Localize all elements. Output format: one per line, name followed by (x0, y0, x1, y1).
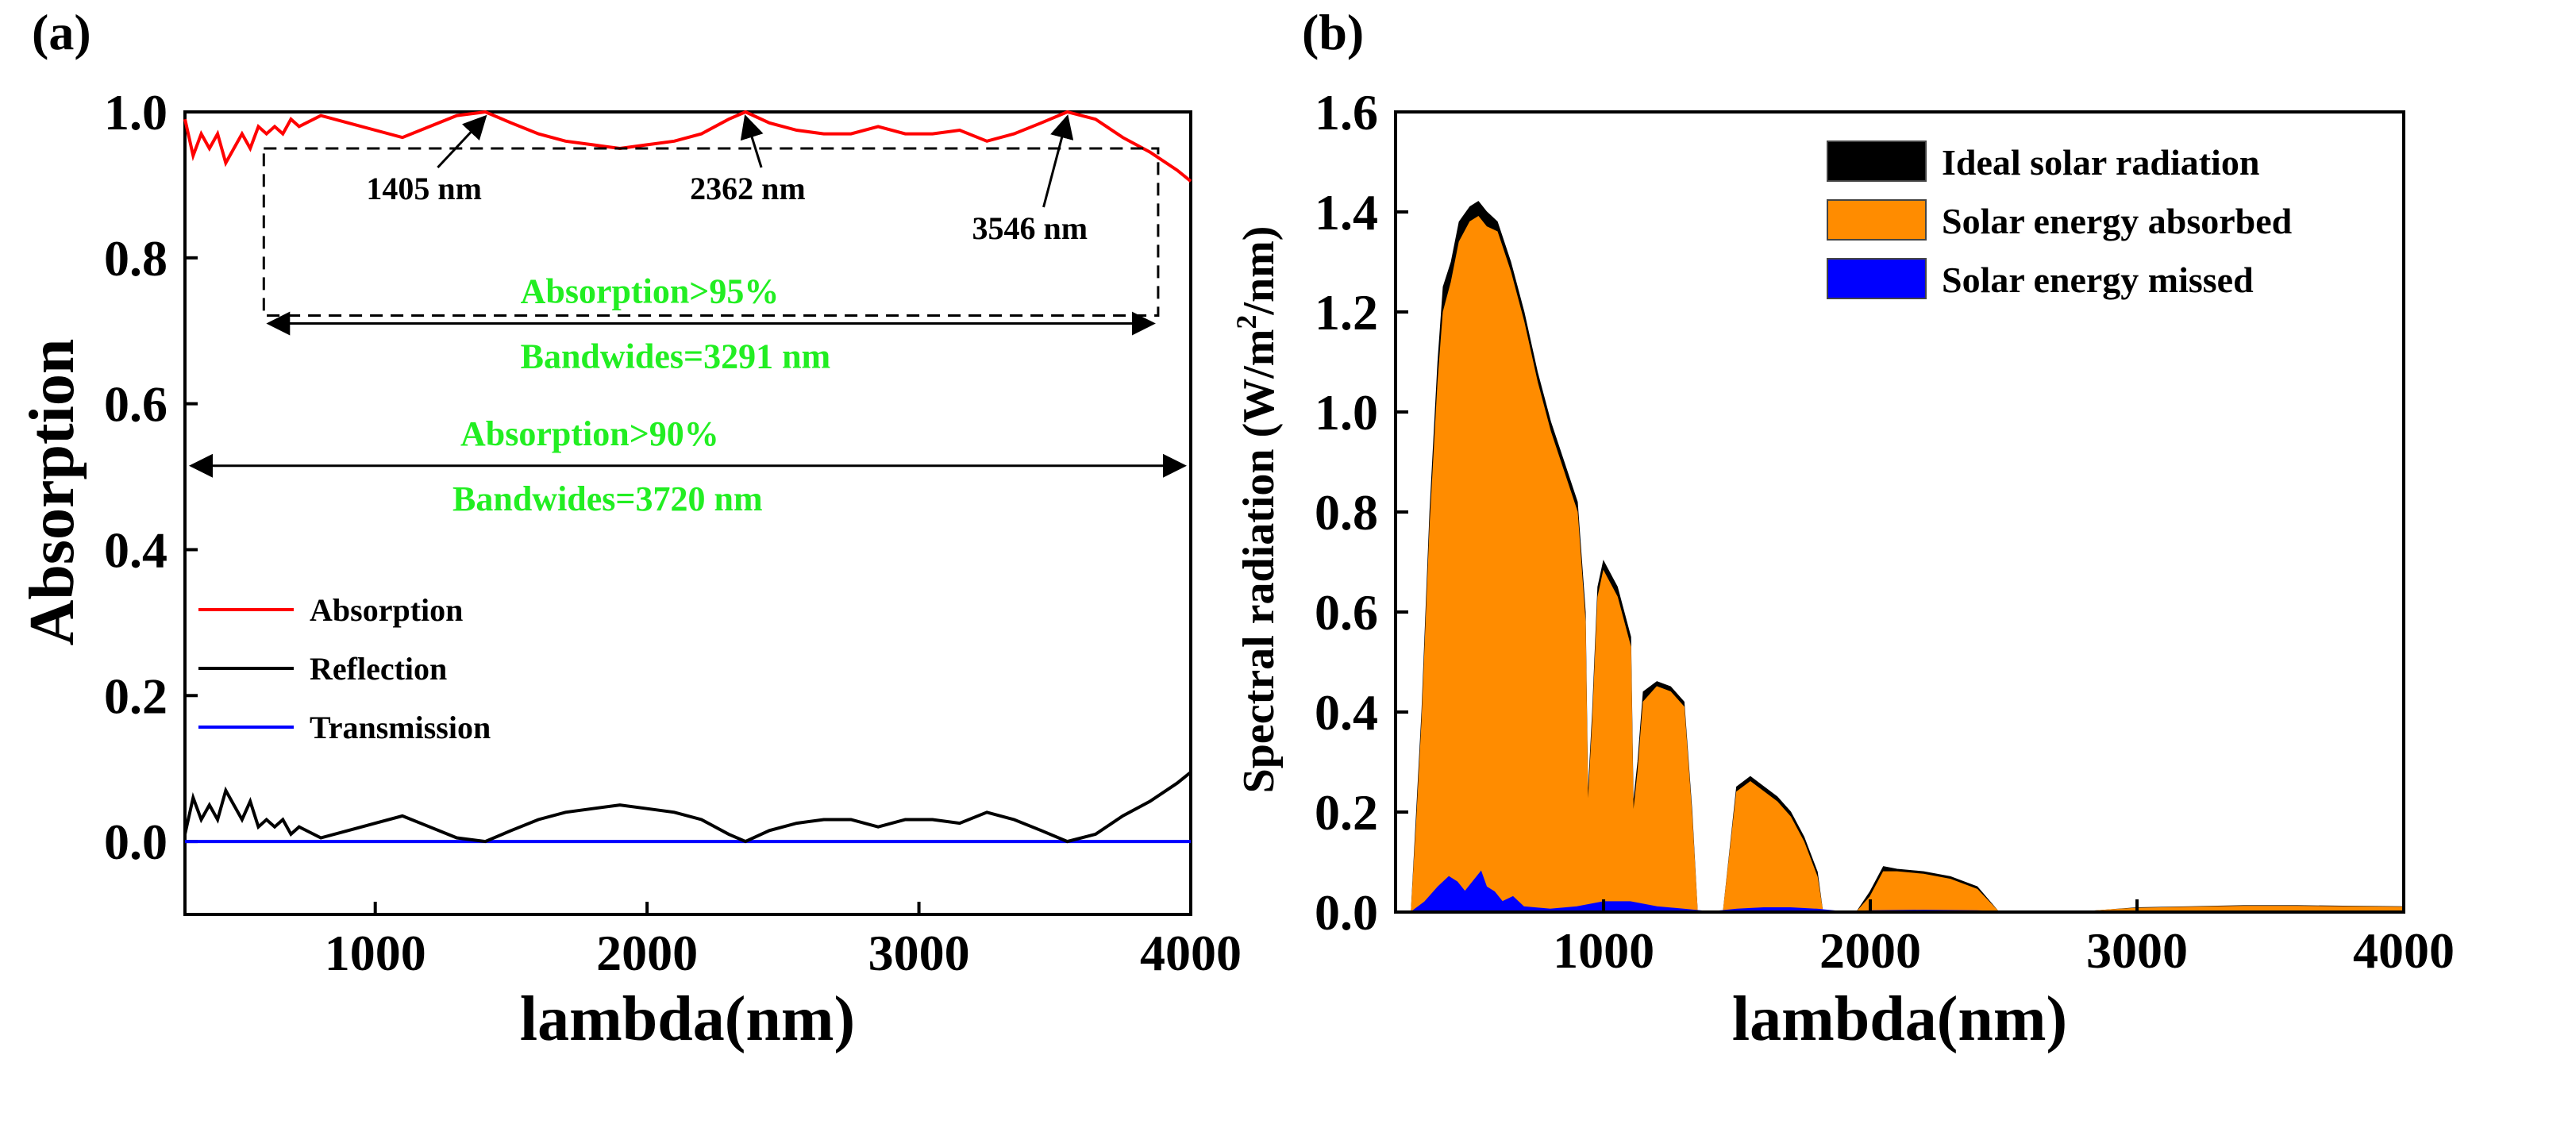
panel-b-legend: Ideal solar radiation Solar energy absorb… (1827, 140, 2293, 300)
panel-a-xtick-label: 4000 (1140, 925, 1242, 981)
panel-a-ytick-label: 0.8 (104, 230, 167, 287)
panel-b-legend-label: Solar energy missed (1942, 260, 2254, 300)
panel-b-ytick-label: 0.4 (1315, 684, 1378, 741)
panel-a-legend-label: Transmission (310, 710, 491, 745)
panel-a-series (183, 110, 1192, 844)
panel-a-line-absorption (183, 110, 1192, 183)
panel-a-xtick-label: 3000 (868, 925, 970, 981)
panel-b-legend-label: Ideal solar radiation (1942, 142, 2259, 183)
panel-a-ticks: 0.0 0.2 0.4 0.6 0.8 1.0 1000 2000 3000 4000 (104, 84, 1242, 981)
panel-b-legend-swatch (1827, 140, 1927, 182)
bandwidth-90-value: Bandwides=3720 nm (452, 479, 763, 518)
panel-b-legend-label: Solar energy absorbed (1942, 201, 2293, 241)
peak-arrow (740, 114, 764, 168)
panel-a-label: (a) (32, 4, 91, 60)
panel-b-xtick-label: 4000 (2353, 922, 2455, 979)
panel-b-xtick-label: 2000 (1819, 922, 1921, 979)
panel-b-ylabel-main: Spectral radiation (W/m (1234, 329, 1284, 794)
panel-a-line-reflection (183, 771, 1192, 844)
peak-arrow (437, 114, 487, 169)
panel-b-xtick-label: 3000 (2086, 922, 2188, 979)
panel-a-ylabel: Absorption (17, 339, 87, 646)
panel-a-ytick-label: 0.0 (104, 814, 167, 870)
peak-label: 2362 nm (690, 171, 806, 206)
panel-a-ytick-label: 0.2 (104, 668, 167, 724)
panel-b-ytick-label: 0.6 (1315, 584, 1378, 641)
panel-a-plot: 0.0 0.2 0.4 0.6 0.8 1.0 1000 2000 3000 4000 1405 … (104, 84, 1242, 981)
panel-b-ytick-label: 1.0 (1315, 384, 1378, 441)
panel-b-ytick-label: 1.2 (1315, 284, 1378, 341)
panel-b-legend-swatch (1827, 258, 1927, 299)
panel-a-xtick-label: 2000 (596, 925, 698, 981)
peak-label: 1405 nm (366, 171, 482, 206)
panel-a-legend: Absorption Reflection Transmission (198, 592, 491, 745)
panel-b-series (1409, 201, 2405, 914)
panel-a-ytick-label: 1.0 (104, 84, 167, 140)
panel-a-xtick-label: 1000 (325, 925, 426, 981)
panel-b-xtick-label: 1000 (1553, 922, 1654, 979)
panel-a-legend-label: Reflection (310, 651, 447, 687)
panel-b-ytick-label: 1.4 (1315, 184, 1378, 241)
panel-a-annotations: 1405 nm 2362 nm 3546 nm Absorption>95% Bandw… (189, 114, 1187, 518)
panel-b-ytick-label: 1.6 (1315, 84, 1378, 140)
panel-b-ytick-label: 0.8 (1315, 484, 1378, 541)
bandwidth-90-label: Absorption>90% (460, 414, 719, 453)
panel-b-label: (b) (1302, 4, 1364, 60)
panel-b-ylabel-sup: 2 (1230, 315, 1262, 329)
panel-b-plot: 0.0 0.2 0.4 0.6 0.8 1.0 1.2 1.4 1.6 1000 2000 3000 4… (1315, 84, 2455, 979)
panel-b-xlabel: lambda(nm) (1732, 984, 2067, 1054)
panel-a-frame (183, 110, 1192, 916)
panel-a-legend-label: Absorption (310, 592, 463, 628)
bandwidth-95-label: Absorption>95% (521, 272, 780, 311)
bandwidth-95-value: Bandwides=3291 nm (521, 337, 831, 376)
panel-b-ylabel: Spectral radiation (W/m2/nm) (1230, 226, 1284, 794)
peak-label: 3546 nm (972, 210, 1088, 246)
panel-b-ytick-label: 0.0 (1315, 884, 1378, 941)
panel-b-legend-swatch (1827, 199, 1927, 241)
panel-a-xlabel: lambda(nm) (520, 984, 855, 1054)
panel-b-ylabel-end: /nm) (1234, 226, 1284, 316)
panel-a-ytick-label: 0.6 (104, 376, 167, 433)
panel-b-area-1 (1411, 215, 2405, 913)
panel-b-ticks: 0.0 0.2 0.4 0.6 0.8 1.0 1.2 1.4 1.6 1000 2000 3000 4… (1315, 84, 2455, 979)
peak-arrow (1042, 114, 1074, 208)
panel-a-ytick-label: 0.4 (104, 522, 167, 578)
panel-b-ytick-label: 0.2 (1315, 784, 1378, 841)
